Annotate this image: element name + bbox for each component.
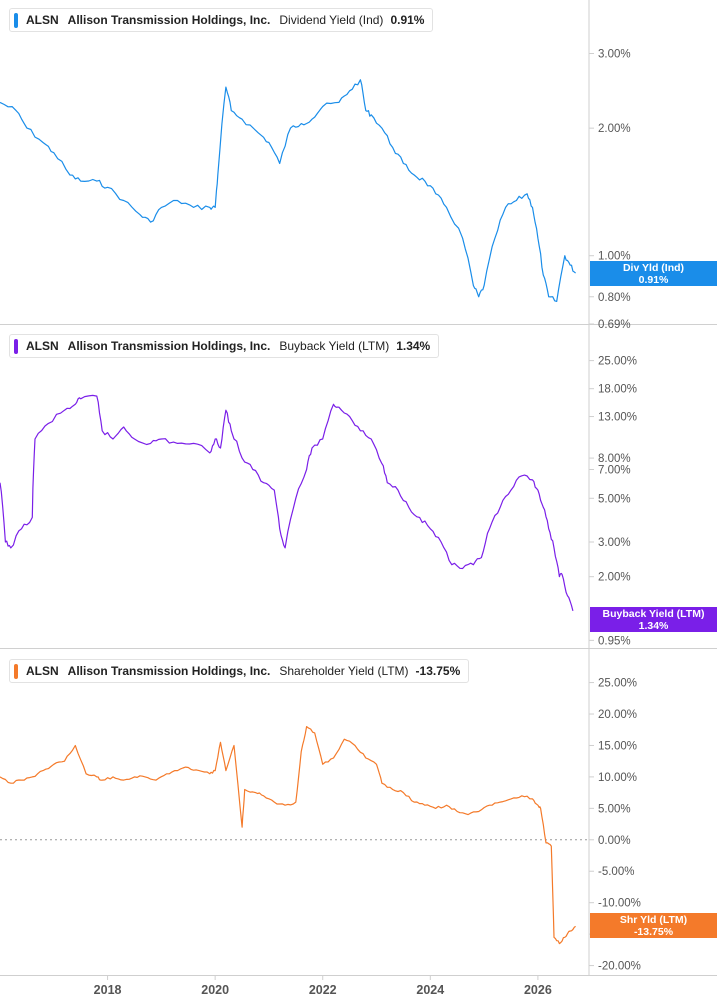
company-name: Allison Transmission Holdings, Inc. [67, 13, 271, 27]
panel-label-buyback: ALSN Allison Transmission Holdings, Inc.… [9, 334, 440, 358]
y-tick-label: 15.00% [598, 740, 637, 752]
x-tick-layer: 2018 2020 2022 2024 2026 [94, 975, 552, 997]
y-tick-label: -10.00% [598, 898, 641, 910]
y-tick-label: 8.00% [598, 453, 631, 465]
grid-layer [0, 0, 717, 976]
panel-label-shareholder: ALSN Allison Transmission Holdings, Inc.… [9, 659, 470, 683]
x-tick-label: 2026 [524, 983, 552, 997]
y-tick-label: 0.80% [598, 292, 631, 304]
x-tick-label: 2020 [201, 983, 229, 997]
ticker-label: ALSN [26, 339, 59, 353]
flag-value: 1.34% [638, 619, 669, 632]
ticker-label: ALSN [26, 13, 59, 27]
metric-name: Buyback Yield (LTM) [279, 339, 390, 353]
y-tick-label: 0.69% [598, 319, 631, 331]
flag-metric: Div Yld (Ind) [622, 261, 685, 274]
last-value-flag-dividend: Div Yld (Ind) 0.91% [590, 261, 717, 286]
y-tick-label: 25.00% [598, 356, 637, 368]
y-tick-label: 2.00% [598, 572, 631, 584]
y-tick-label: 20.00% [598, 709, 637, 721]
flag-metric: Shr Yld (LTM) [619, 913, 688, 926]
y-tick-label: 5.00% [598, 493, 631, 505]
metric-value: 0.91% [390, 13, 425, 27]
last-value-flag-shareholder: Shr Yld (LTM) -13.75% [590, 913, 717, 938]
y-tick-label: 7.00% [598, 465, 631, 477]
series-layer [0, 79, 576, 945]
last-value-flag-buyback: Buyback Yield (LTM) 1.34% [590, 607, 717, 632]
y-tick-label: 0.95% [598, 635, 631, 647]
metric-name: Shareholder Yield (LTM) [279, 664, 409, 678]
company-name: Allison Transmission Holdings, Inc. [67, 339, 271, 353]
y-tick-label: 5.00% [598, 803, 631, 815]
flag-value: 0.91% [638, 273, 669, 286]
y-tick-label: 18.00% [598, 384, 637, 396]
panel-label-dividend: ALSN Allison Transmission Holdings, Inc.… [9, 8, 434, 32]
series-line-shareholder [0, 726, 576, 945]
series-color-marker [14, 664, 18, 679]
y-tick-layer: 3.00% 2.00% 1.00% 0.80% 0.69% 25.00% 18.00% 13.… [589, 49, 641, 973]
x-tick-label: 2022 [309, 983, 337, 997]
y-tick-label: 2.00% [598, 123, 631, 135]
company-name: Allison Transmission Holdings, Inc. [67, 664, 271, 678]
x-tick-label: 2024 [416, 983, 444, 997]
series-line-buyback [0, 394, 574, 612]
y-tick-label: -5.00% [598, 866, 634, 878]
y-tick-label: 0.00% [598, 835, 631, 847]
flag-metric: Buyback Yield (LTM) [602, 607, 705, 620]
y-tick-label: -20.00% [598, 961, 641, 973]
flag-value: -13.75% [633, 925, 674, 938]
series-color-marker [14, 339, 18, 354]
y-tick-label: 3.00% [598, 537, 631, 549]
y-tick-label: 1.00% [598, 251, 631, 263]
series-color-marker [14, 13, 18, 28]
y-tick-label: 25.00% [598, 678, 637, 690]
y-tick-label: 3.00% [598, 49, 631, 61]
ticker-label: ALSN [26, 664, 59, 678]
series-line-dividend [0, 79, 576, 302]
metric-name: Dividend Yield (Ind) [279, 13, 384, 27]
metric-value: -13.75% [415, 664, 461, 678]
x-tick-label: 2018 [94, 983, 122, 997]
y-tick-label: 10.00% [598, 772, 637, 784]
y-tick-label: 13.00% [598, 412, 637, 424]
metric-value: 1.34% [396, 339, 431, 353]
